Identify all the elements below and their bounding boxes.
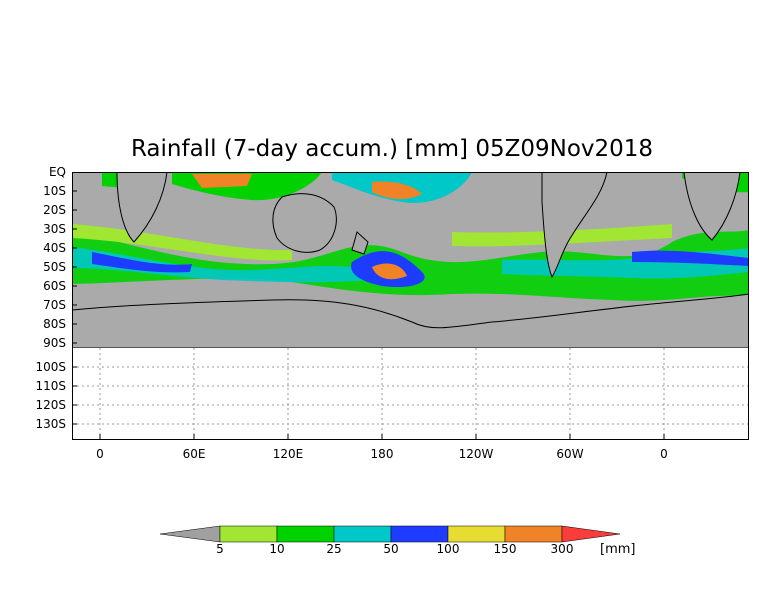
legend-label-5: 5 [216, 542, 224, 556]
y-label-100s: 100S [35, 360, 66, 374]
legend-unit: [mm] [600, 542, 636, 557]
x-label-0-right: 0 [660, 447, 668, 461]
x-label-60e: 60E [182, 447, 206, 461]
legend-label-50: 50 [383, 542, 399, 556]
rainfall-field [72, 172, 749, 348]
antarctica-land [72, 293, 749, 348]
x-label-120e: 120E [272, 447, 304, 461]
map-title: Rainfall (7-day accum.) [mm] 05Z09Nov201… [130, 136, 654, 162]
south-america-land [541, 172, 608, 279]
legend-bin-5 [219, 525, 278, 543]
empty-region [72, 348, 749, 440]
legend-colorbar [160, 525, 621, 543]
legend-bin-25 [333, 525, 392, 543]
y-label-20s: 20S [43, 203, 66, 217]
x-label-0: 0 [96, 447, 104, 461]
x-label-120w: 120W [458, 447, 494, 461]
legend-below-triangle [160, 525, 221, 543]
africa-land [116, 172, 168, 243]
y-label-eq: EQ [48, 165, 66, 179]
new-zealand-land [351, 231, 369, 255]
y-label-120s: 120S [35, 398, 66, 412]
legend-above-triangle [561, 525, 621, 543]
y-label-80s: 80S [43, 317, 66, 331]
tropical-rain-5 [372, 263, 407, 280]
rain-band-50c [632, 250, 749, 266]
y-label-90s: 90S [43, 336, 66, 350]
y-label-10s: 10S [43, 184, 66, 198]
legend-label-300: 300 [550, 542, 574, 556]
rain-band-5 [72, 224, 292, 261]
grid-lines [72, 348, 749, 440]
legend-bin-100 [447, 525, 506, 543]
africa-land-right [683, 172, 741, 241]
legend-label-10: 10 [269, 542, 285, 556]
y-label-60s: 60S [43, 279, 66, 293]
x-label-60w: 60W [556, 447, 584, 461]
y-label-50s: 50S [43, 260, 66, 274]
legend-bin-10 [276, 525, 335, 543]
y-label-40s: 40S [43, 241, 66, 255]
australia-land [272, 193, 337, 253]
y-label-130s: 130S [35, 417, 66, 431]
legend-label-25: 25 [326, 542, 342, 556]
rain-band-50b [92, 252, 192, 273]
legend-label-150: 150 [493, 542, 517, 556]
legend-bin-50 [390, 525, 449, 543]
y-label-70s: 70S [43, 298, 66, 312]
rain-band-25 [72, 247, 372, 283]
y-label-30s: 30S [43, 222, 66, 236]
legend-label-100: 100 [436, 542, 460, 556]
x-label-180: 180 [370, 447, 394, 461]
tropical-rain-3 [192, 174, 252, 188]
legend-bin-150 [504, 525, 563, 543]
rainfall-map [72, 172, 749, 440]
tropical-rain-4 [372, 181, 422, 200]
y-label-110s: 110S [35, 379, 66, 393]
map-border [72, 172, 749, 440]
